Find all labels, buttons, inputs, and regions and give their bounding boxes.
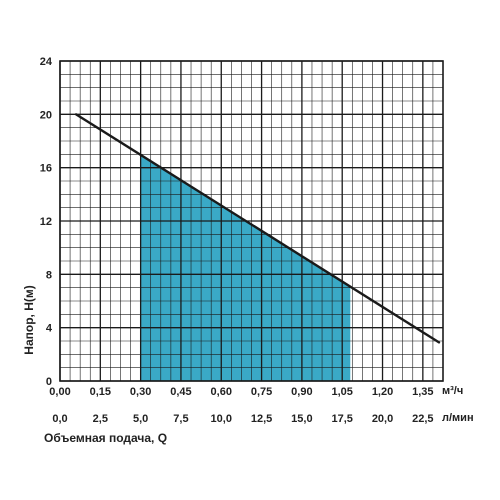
x-tick-label-lmin: 2,5	[93, 413, 108, 425]
y-tick-label: 12	[40, 216, 52, 228]
series-layer	[74, 113, 441, 344]
working-range-layer	[140, 154, 351, 381]
pump-curve-line	[74, 113, 441, 344]
x-tick-label-m3h: 0,30	[130, 386, 151, 398]
x-unit-top-label: м³/ч	[442, 385, 463, 397]
y-tick-label: 0	[46, 376, 52, 388]
x-tick-label-m3h: 0,15	[90, 386, 111, 398]
x-unit-bottom-label: л/мин	[442, 412, 474, 424]
y-tick-label: 24	[40, 56, 53, 68]
y-axis-title: Напор, Н(м)	[22, 285, 36, 354]
x-tick-label-m3h: 1,35	[412, 386, 433, 398]
x-tick-label-m3h: 0,90	[291, 386, 312, 398]
x-tick-label-lmin: 17,5	[331, 413, 352, 425]
x-tick-label-lmin: 12,5	[251, 413, 272, 425]
tick-labels-layer: 0 4 8 12 16 20 24 0,00 0,15 0,30 0,45 0,60 0,75 0,90 1…	[40, 56, 434, 425]
x-tick-label-m3h: 0,00	[49, 386, 70, 398]
x-tick-label-lmin: 20,0	[372, 413, 393, 425]
working-range-area	[140, 154, 351, 381]
y-tick-label: 20	[40, 109, 52, 121]
x-tick-label-m3h: 0,60	[211, 386, 232, 398]
x-tick-label-lmin: 10,0	[211, 413, 232, 425]
x-tick-label-m3h: 0,75	[251, 386, 272, 398]
x-tick-label-lmin: 0,0	[52, 413, 67, 425]
y-tick-label: 8	[46, 269, 52, 281]
x-tick-label-m3h: 0,45	[170, 386, 191, 398]
x-tick-label-m3h: 1,20	[372, 386, 393, 398]
x-tick-label-lmin: 7,5	[173, 413, 188, 425]
x-axis-title: Объемная подача, Q	[44, 431, 167, 445]
x-tick-label-m3h: 1,05	[331, 386, 352, 398]
x-tick-label-lmin: 15,0	[291, 413, 312, 425]
x-tick-label-lmin: 5,0	[133, 413, 148, 425]
grid-layer	[59, 60, 444, 382]
x-tick-label-lmin: 22,5	[412, 413, 433, 425]
plot-frame	[59, 60, 444, 382]
y-tick-label: 4	[46, 323, 53, 335]
y-tick-label: 16	[40, 163, 52, 175]
